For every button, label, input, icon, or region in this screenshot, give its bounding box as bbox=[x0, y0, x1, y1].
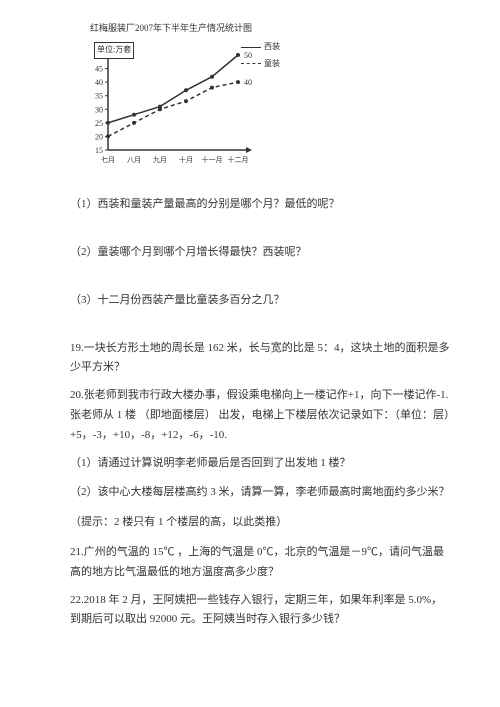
legend-label: 童装 bbox=[264, 57, 280, 71]
legend-line-solid bbox=[241, 47, 261, 48]
problem-20: 20.张老师到我市行政大楼办事，假设乘电梯向上一楼记作+1，向下一楼记作-1. … bbox=[70, 386, 450, 445]
legend-line-dashed bbox=[241, 63, 261, 64]
problem-group: 19.一块长方形土地的周长是 162 米，长与宽的比是 5：4，这块土地的面积是… bbox=[60, 339, 450, 631]
legend-item: 西装 bbox=[241, 40, 280, 54]
svg-text:20: 20 bbox=[95, 133, 103, 142]
svg-text:45: 45 bbox=[95, 65, 103, 74]
problem-22: 22.2018 年 2 月，王阿姨把一些钱存入银行，定期三年，如果年利率是 5.… bbox=[70, 591, 450, 631]
chart-legend: 西装 童装 bbox=[241, 40, 280, 73]
legend-item: 童装 bbox=[241, 57, 280, 71]
svg-text:35: 35 bbox=[95, 92, 103, 101]
svg-text:十二月: 十二月 bbox=[228, 155, 249, 164]
question-1: （1）西装和童装产量最高的分别是哪个月？最低的呢？ bbox=[70, 195, 450, 215]
legend-label: 西装 bbox=[264, 40, 280, 54]
problem-21: 21.广州的气温的 15℃ ，上海的气温是 0℃，北京的气温是－9℃，请问气温最… bbox=[70, 543, 450, 583]
question-2: （2）童装哪个月到哪个月增长得最快？西装呢？ bbox=[70, 243, 450, 263]
svg-text:25: 25 bbox=[95, 119, 103, 128]
svg-text:八月: 八月 bbox=[127, 156, 141, 164]
svg-text:40: 40 bbox=[95, 78, 103, 87]
chart-container: 红梅服装厂2007年下半年生产情况统计图 单位:万套 西装 童装 15 20 25 3… bbox=[80, 20, 450, 170]
problem-19: 19.一块长方形土地的周长是 162 米，长与宽的比是 5：4，这块土地的面积是… bbox=[70, 339, 450, 379]
problem-20-q2: （2）该中心大楼每层楼高约 3 米，请算一算，李老师最高时离地面约多少米？ bbox=[70, 483, 450, 503]
svg-text:15: 15 bbox=[95, 146, 103, 155]
problem-20-q1: （1）请通过计算说明李老师最后是否回到了出发地 1 楼？ bbox=[70, 454, 450, 474]
svg-text:十一月: 十一月 bbox=[202, 155, 223, 164]
svg-text:十月: 十月 bbox=[179, 155, 193, 164]
svg-text:30: 30 bbox=[95, 105, 103, 114]
y-axis-unit: 单位:万套 bbox=[94, 42, 134, 58]
problem-20-hint: （提示：2 楼只有 1 个楼层的高，以此类推） bbox=[70, 513, 450, 533]
svg-text:九月: 九月 bbox=[153, 155, 167, 164]
question-3: （3）十二月份西装产量比童装多百分之几？ bbox=[70, 291, 450, 311]
line-chart: 单位:万套 西装 童装 1520253035404550七月八月九月十月十一月十… bbox=[80, 40, 260, 170]
svg-text:40: 40 bbox=[244, 78, 252, 87]
svg-text:七月: 七月 bbox=[101, 155, 115, 164]
chart-title: 红梅服装厂2007年下半年生产情况统计图 bbox=[90, 20, 450, 36]
